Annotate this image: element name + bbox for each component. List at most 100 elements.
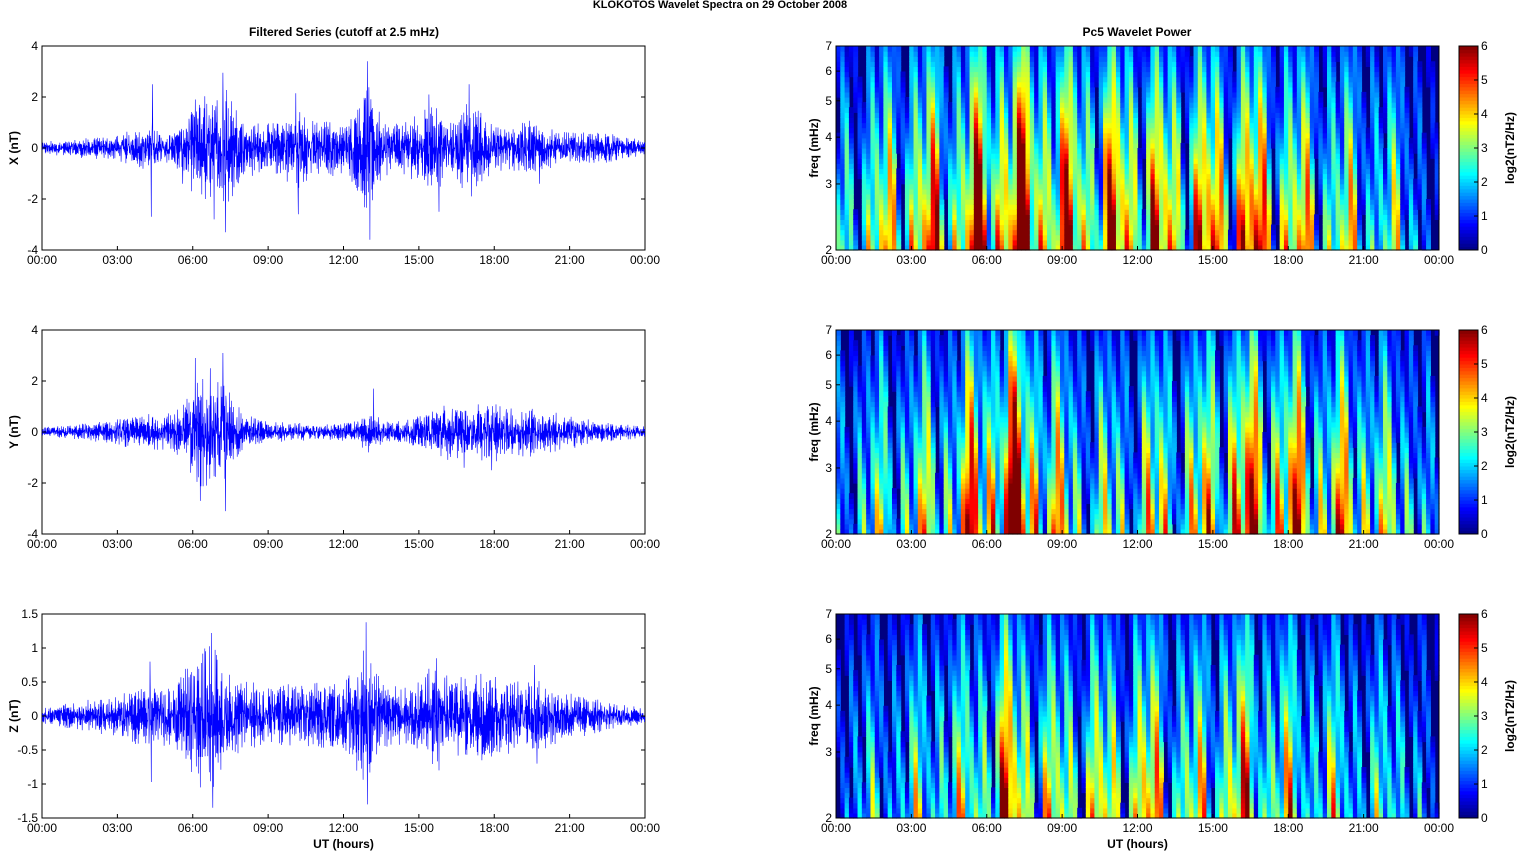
heatmap-panel-1-cell [1352,76,1358,83]
heatmap-panel-1-cell [935,173,940,180]
heatmap-panel-1-cell [1038,229,1044,236]
heatmap-panel-1-cell [982,107,988,113]
heatmap-panel-1-cell [1103,244,1108,251]
heatmap-panel-1-cell [978,86,984,93]
heatmap-panel-1-cell [965,193,971,200]
line-panel-1-y-label: X (nT) [7,131,21,165]
heatmap-panel-1-cell [1361,112,1367,118]
heatmap-panel-1-cell [874,142,880,149]
heatmap-panel-1-cell [836,234,841,241]
heatmap-panel-1-cell [1107,102,1113,108]
heatmap-panel-1-cell [866,229,872,236]
heatmap-panel-1-cell [896,224,902,231]
heatmap-panel-1-cell [1361,107,1367,113]
heatmap-panel-1-cell [1159,183,1164,190]
heatmap-panel-1-cell [991,112,996,118]
heatmap-panel-1-cell [1322,117,1328,124]
heatmap-panel-1-cell [1154,204,1160,210]
heatmap-panel-1-cell [1047,183,1052,190]
heatmap-panel-1-cell [917,163,923,169]
heatmap-panel-1-cell [1266,81,1272,88]
heatmap-panel-1-cell [1262,66,1268,73]
heatmap-panel-1-cell [1016,81,1022,88]
heatmap-panel-1-cell [969,188,975,195]
heatmap-panel-1-cell [1193,178,1199,185]
heatmap-panel-1-cell [848,137,854,144]
heatmap-panel-1-cell [866,71,872,78]
heatmap-panel-1-cell [891,224,897,231]
heatmap-panel-1-cell [1167,97,1173,103]
heatmap-panel-1-cell [986,193,992,200]
heatmap-panel-1-cell [883,188,889,195]
heatmap-panel-1-cell [1370,51,1375,57]
heatmap-panel-1-cell [879,204,884,210]
heatmap-panel-1-cell [1215,76,1220,83]
heatmap-panel-1-cell [1292,102,1298,108]
heatmap-panel-1-cell [1322,183,1328,190]
heatmap-panel-1-cell [1305,173,1311,180]
heatmap-panel-1-cell [1197,71,1203,78]
heatmap-panel-1-cell [1288,188,1294,195]
heatmap-panel-1-cell [999,71,1005,78]
heatmap-panel-1-cell [866,158,872,164]
heatmap-panel-1-cell [1098,97,1104,103]
heatmap-panel-1-cell [1305,137,1311,144]
line-panel-3-x-tick-label: 00:00 [27,821,57,835]
heatmap-panel-1-cell [952,46,958,52]
heatmap-panel-1-cell [1378,188,1384,195]
heatmap-panel-1-cell [1133,81,1139,88]
heatmap-panel-1-cell [1064,178,1070,185]
heatmap-panel-1-cell [1146,244,1152,251]
heatmap-panel-1-cell [1176,112,1182,118]
heatmap-panel-1-cell [1253,142,1259,149]
heatmap-panel-1-cell [853,56,859,62]
heatmap-panel-1-cell [999,91,1005,98]
heatmap-panel-1-cell [1365,234,1371,241]
heatmap-panel-1-cell [1012,178,1018,185]
heatmap-panel-1-cell [913,224,919,231]
heatmap-panel-1-cell [1038,168,1044,175]
heatmap-panel-1-cell [1098,91,1104,98]
line-panel-1-x-tick-label: 03:00 [102,253,132,267]
heatmap-panel-1-cell [1245,209,1251,215]
heatmap-panel-1-cell [1154,56,1160,62]
heatmap-panel-1-cell [870,117,876,124]
heatmap-panel-1-cell [1064,132,1070,139]
heatmap-panel-1-cell [1258,102,1264,108]
heatmap-panel-1-cell [1008,76,1014,83]
heatmap-panel-1-cell [1215,107,1220,113]
heatmap-panel-1-cell [1029,61,1035,67]
heatmap-panel-1-cell [1025,66,1031,73]
heatmap-panel-1-cell [844,56,850,62]
heatmap-panel-1-cell [1275,209,1281,215]
heatmap-panel-1-cell [1180,148,1186,154]
heatmap-panel-1-cell [1090,122,1096,129]
heatmap-panel-1-cell [1107,153,1113,159]
heatmap-panel-1-cell [922,219,928,226]
heatmap-panel-1-cell [1047,137,1052,144]
heatmap-panel-1-cell [1236,102,1242,108]
heatmap-panel-1-cell [1120,153,1126,159]
heatmap-panel-1-cell [1115,51,1121,57]
heatmap-panel-1-cell [969,122,975,129]
heatmap-panel-1-cell [1279,148,1285,154]
heatmap-panel-1-cell [1215,204,1220,210]
heatmap-panel-1-cell [1042,107,1048,113]
heatmap-panel-1-cell [1374,199,1380,205]
heatmap-panel-1-cell [870,71,876,78]
heatmap-panel-1-cell [1370,239,1375,246]
heatmap-panel-1-cell [939,86,945,93]
heatmap-panel-1-cell [1008,244,1014,251]
heatmap-panel-1-cell [1240,122,1246,129]
heatmap-panel-1-cell [956,158,962,164]
heatmap-panel-1-cell [1051,61,1057,67]
heatmap-panel-1-cell [1365,204,1371,210]
heatmap-panel-1-cell [1171,168,1177,175]
heatmap-panel-1-cell [909,153,915,159]
heatmap-panel-1-cell [840,81,846,88]
heatmap-panel-1-cell [1055,168,1061,175]
heatmap-panel-1-cell [1193,224,1199,231]
heatmap-panel-1-cell [1292,219,1298,226]
heatmap-panel-1-cell [1258,66,1264,73]
heatmap-panel-1-cell [844,239,850,246]
